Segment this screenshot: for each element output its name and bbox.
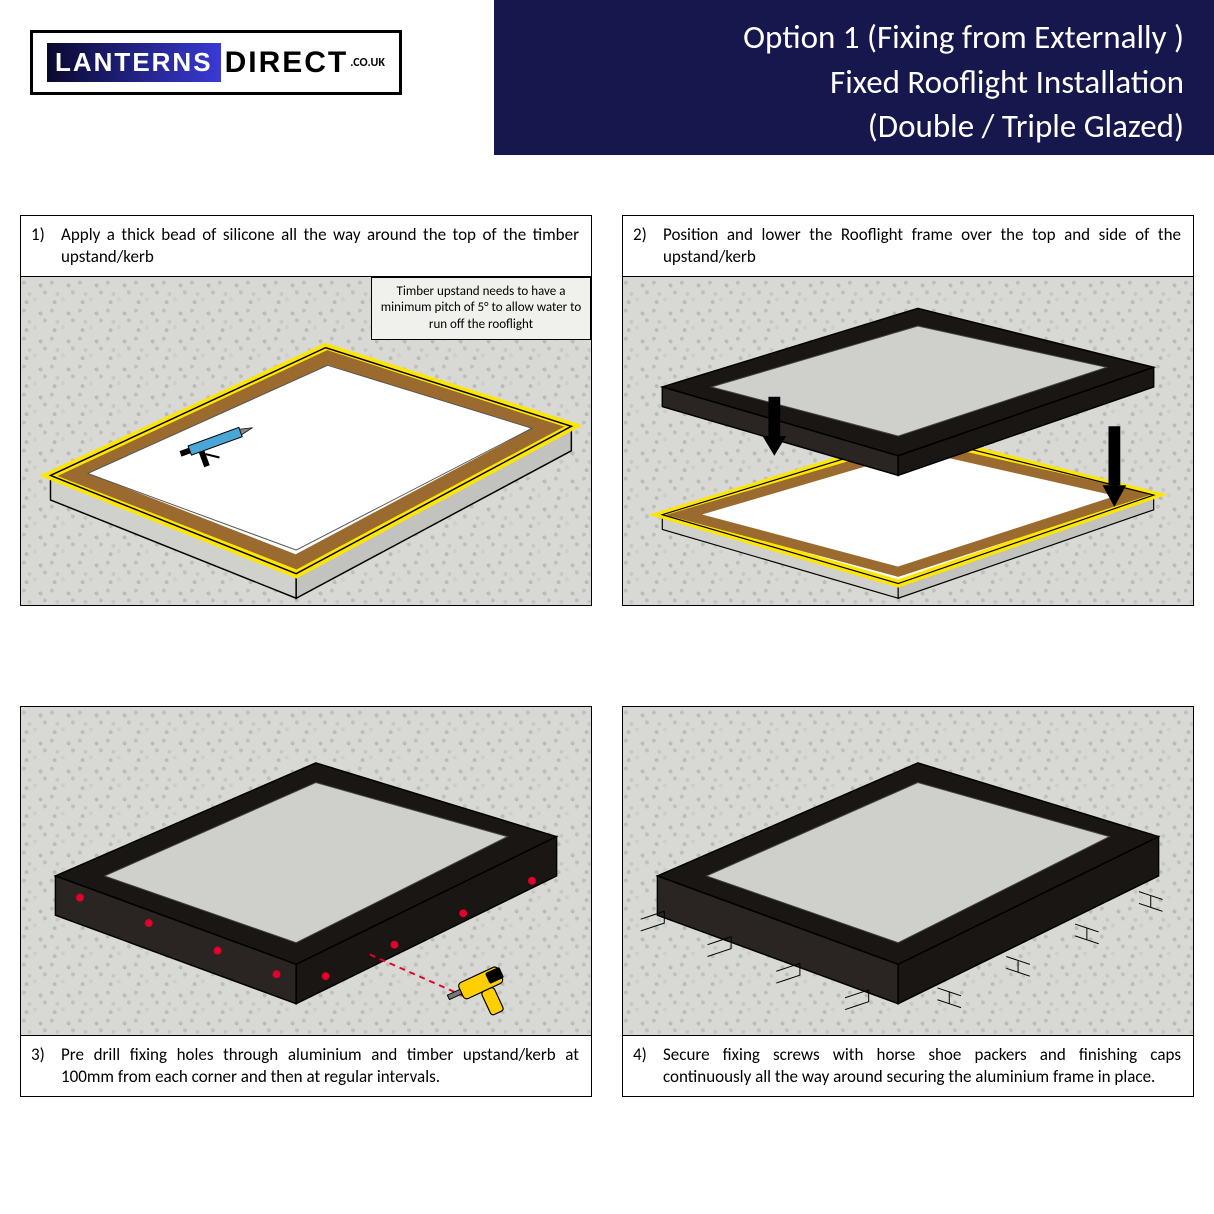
step-4: 4) Secure fixing screws with horse shoe … <box>622 706 1194 1097</box>
step-text: Pre drill fixing holes through aluminium… <box>61 1044 579 1088</box>
step-3-diagram <box>20 706 592 1036</box>
step-1-caption: 1) Apply a thick bead of silicone all th… <box>20 215 592 276</box>
brand-suffix: .CO.UK <box>348 56 385 70</box>
step-3: 3) Pre drill fixing holes through alumin… <box>20 706 592 1097</box>
step-num: 4) <box>633 1044 663 1088</box>
step-2: 2) Position and lower the Rooflight fram… <box>622 215 1194 606</box>
step-text: Secure fixing screws with horse shoe pac… <box>663 1044 1181 1088</box>
step-2-diagram <box>622 276 1194 606</box>
step-2-svg <box>623 277 1193 605</box>
step-num: 1) <box>31 224 61 268</box>
step-1: 1) Apply a thick bead of silicone all th… <box>20 215 592 606</box>
step-4-diagram <box>622 706 1194 1036</box>
brand-second: DIRECT <box>221 46 349 80</box>
step-1-note: Timber upstand needs to have a minimum p… <box>371 277 591 340</box>
step-num: 3) <box>31 1044 61 1088</box>
step-4-caption: 4) Secure fixing screws with horse shoe … <box>622 1036 1194 1097</box>
brand-first: LANTERNS <box>47 43 221 82</box>
step-num: 2) <box>633 224 663 268</box>
step-1-diagram: Timber upstand needs to have a minimum p… <box>20 276 592 606</box>
title-line-3: (Double / Triple Glazed) <box>504 104 1184 149</box>
title-line-2: Fixed Rooflight Installation <box>504 60 1184 105</box>
title-line-1: Option 1 (Fixing from Externally ) <box>504 15 1184 60</box>
step-3-svg <box>21 707 591 1035</box>
step-3-caption: 3) Pre drill fixing holes through alumin… <box>20 1036 592 1097</box>
step-text: Position and lower the Rooflight frame o… <box>663 224 1181 268</box>
step-4-svg <box>623 707 1193 1035</box>
brand-logo: LANTERNS DIRECT .CO.UK <box>30 30 402 95</box>
document-title: Option 1 (Fixing from Externally ) Fixed… <box>494 0 1214 155</box>
step-2-caption: 2) Position and lower the Rooflight fram… <box>622 215 1194 276</box>
steps-grid: 1) Apply a thick bead of silicone all th… <box>0 175 1214 1117</box>
step-text: Apply a thick bead of silicone all the w… <box>61 224 579 268</box>
